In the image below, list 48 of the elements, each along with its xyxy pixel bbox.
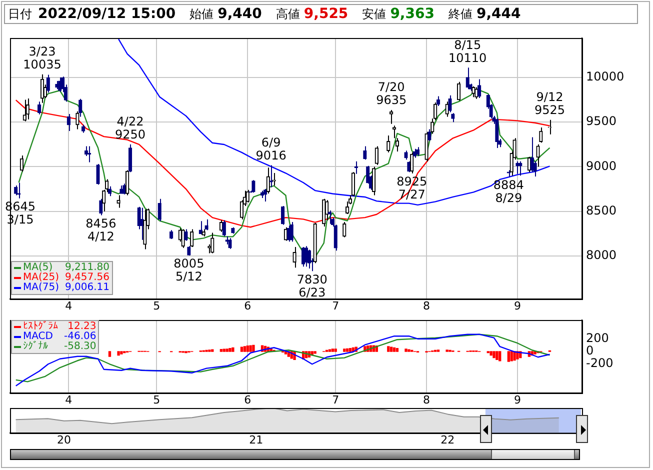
y-tick-label: 200 <box>586 331 609 346</box>
x-tick-label: 6 <box>244 393 252 406</box>
text: 日付 <box>8 6 32 22</box>
x-tick-label: 9 <box>514 299 521 312</box>
y-tick-label: -200 <box>586 356 614 370</box>
annotation: 6/9 9016 <box>256 135 286 162</box>
legend-label: MA(25) 9,457.56 <box>23 272 110 283</box>
y-tick-label: 0 <box>586 344 594 358</box>
annotation: 7/20 9635 <box>376 80 407 108</box>
text: 高値 <box>276 6 300 22</box>
text: 始値 <box>190 6 214 22</box>
x-tick-label: 20 <box>57 433 72 446</box>
legend-label: MA(75) 9,006.11 <box>23 282 110 293</box>
annotation: 8456 4/12 <box>86 216 116 244</box>
text: 9,525 <box>304 6 348 22</box>
annotation: 8005 5/12 <box>174 256 204 284</box>
text: 9,363 <box>390 6 434 22</box>
y-tick-label: 10000 <box>586 70 624 84</box>
annotation: 8884 8/29 <box>493 178 524 206</box>
text: 9,440 <box>218 6 262 22</box>
text: MA(5) 9,211.80 <box>23 262 110 273</box>
x-tick-label: 21 <box>249 433 264 446</box>
text: 2022/09/12 15:00 <box>38 6 176 22</box>
x-tick-label: 6 <box>244 299 252 312</box>
y-tick-label: 8000 <box>586 248 617 262</box>
x-tick-label: 7 <box>332 393 340 406</box>
x-tick-label: 5 <box>153 299 160 312</box>
text: 安値 <box>362 6 386 22</box>
y-tick-label: 8500 <box>586 203 617 218</box>
x-tick-label: 8 <box>423 299 430 312</box>
annotation: 8/15 10110 <box>448 38 487 65</box>
annotation: 9/12 9525 <box>534 90 566 117</box>
annotation: 7830 6/23 <box>296 272 328 300</box>
annotation: 3/23 10035 <box>23 44 62 72</box>
x-tick-label: 22 <box>440 433 455 446</box>
legend-label: ﾋｽﾄｸﾞﾗﾑ 12.23 <box>23 321 96 332</box>
text: ｼｸﾞﾅﾙ -58.30 <box>23 341 96 352</box>
text: 終値 <box>448 6 472 22</box>
y-tick-label: 9500 <box>586 114 617 128</box>
x-tick-label: 7 <box>332 299 340 312</box>
x-tick-label: 4 <box>65 299 72 312</box>
x-tick-label: 9 <box>514 393 521 406</box>
x-tick-label: 5 <box>153 393 160 406</box>
y-tick-label: 9000 <box>586 158 617 173</box>
x-tick-label: 8 <box>423 393 430 406</box>
text: 9,444 <box>476 6 521 22</box>
x-tick-label: 4 <box>65 393 72 406</box>
annotation: 4/22 9250 <box>114 114 146 142</box>
